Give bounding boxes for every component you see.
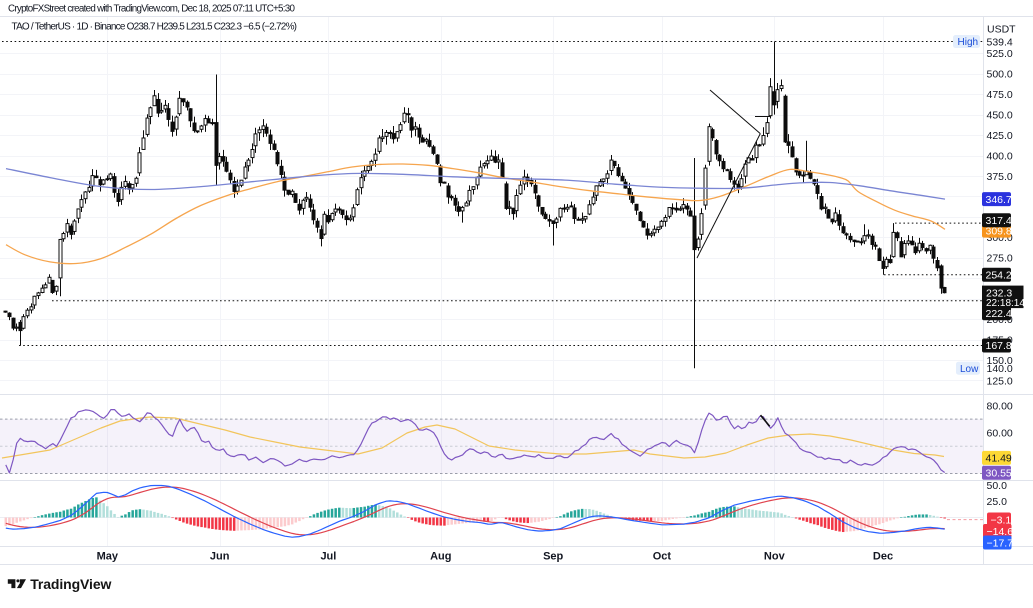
svg-text:167.8: 167.8 (986, 340, 1012, 352)
svg-text:309.8: 309.8 (986, 225, 1012, 237)
svg-text:TAO / TetherUS · 1D · Binance: TAO / TetherUS · 1D · Binance O238.7 H23… (12, 22, 297, 33)
svg-text:80.00: 80.00 (987, 400, 1013, 412)
svg-text:−17.7: −17.7 (987, 537, 1014, 549)
svg-text:41.49: 41.49 (986, 453, 1012, 465)
svg-text:346.7: 346.7 (986, 194, 1012, 206)
svg-text:125.0: 125.0 (987, 375, 1013, 387)
svg-text:May: May (97, 551, 119, 563)
svg-text:25.0: 25.0 (987, 496, 1008, 508)
svg-text:425.0: 425.0 (987, 130, 1013, 142)
svg-text:317.4: 317.4 (986, 215, 1012, 227)
svg-text:−3.1: −3.1 (991, 514, 1012, 526)
svg-text:Sep: Sep (543, 551, 563, 563)
svg-text:22:18:14: 22:18:14 (986, 298, 1025, 309)
svg-text:539.4: 539.4 (987, 36, 1013, 48)
svg-text:375.0: 375.0 (987, 171, 1013, 183)
svg-text:222.4: 222.4 (986, 308, 1012, 320)
svg-text:High: High (958, 37, 979, 48)
svg-text:275.0: 275.0 (987, 253, 1013, 265)
svg-text:Low: Low (960, 364, 979, 375)
svg-text:Jul: Jul (320, 551, 336, 563)
svg-text:CryptoFXStreet created with Tr: CryptoFXStreet created with TradingView.… (8, 4, 296, 15)
svg-text:Nov: Nov (764, 551, 786, 563)
svg-text:475.0: 475.0 (987, 89, 1013, 101)
svg-text:50.0: 50.0 (987, 480, 1008, 492)
svg-text:30.55: 30.55 (986, 468, 1012, 480)
svg-text:Dec: Dec (873, 551, 893, 563)
svg-text:−14.6: −14.6 (987, 526, 1014, 538)
svg-text:450.0: 450.0 (987, 109, 1013, 121)
svg-text:254.2: 254.2 (986, 270, 1012, 282)
svg-text:500.0: 500.0 (987, 69, 1013, 81)
svg-text:60.00: 60.00 (987, 428, 1013, 440)
svg-text:525.0: 525.0 (987, 48, 1013, 60)
svg-text:USDT: USDT (987, 24, 1016, 36)
svg-text:Aug: Aug (430, 551, 451, 563)
svg-text:150.0: 150.0 (987, 355, 1013, 367)
svg-text:400.0: 400.0 (987, 150, 1013, 162)
svg-text:140.0: 140.0 (987, 363, 1013, 375)
svg-text:Oct: Oct (653, 551, 672, 563)
svg-text:232.3: 232.3 (986, 287, 1012, 299)
svg-text:TradingView: TradingView (30, 576, 111, 592)
svg-text:Jun: Jun (210, 551, 230, 563)
